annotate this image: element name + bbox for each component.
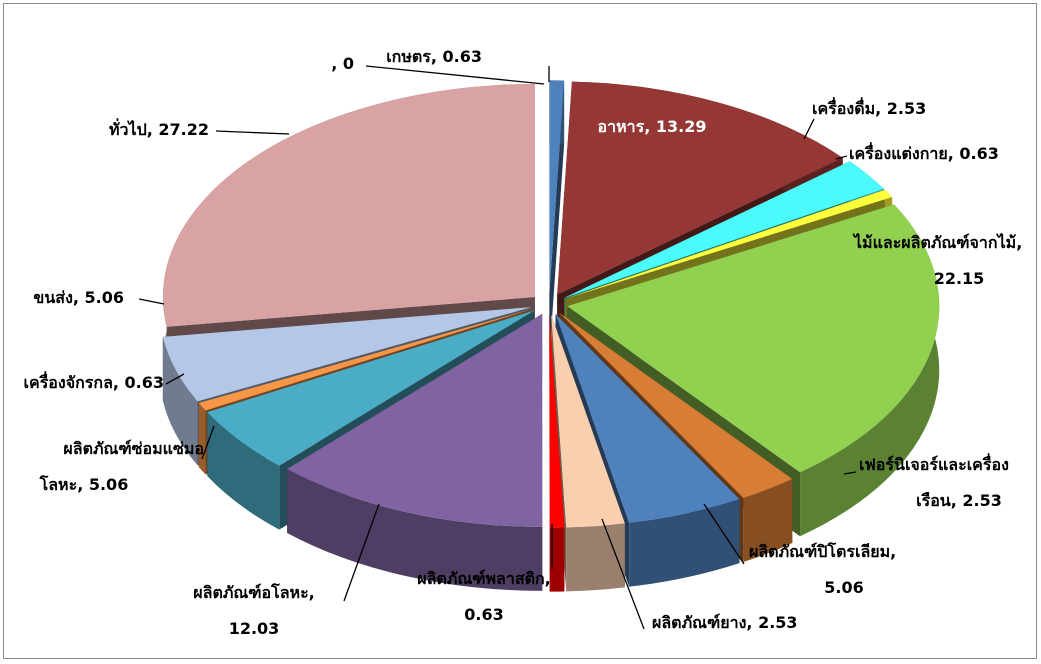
data-label-line: 22.15 [934,269,985,288]
data-label-9: ผลิตภัณฑ์อโลหะ, 12.03 [193,582,314,638]
data-label-8: ผลิตภัณฑ์พลาสติก, 0.63 [417,569,551,624]
data-label-2: เครื่องดื่ม, 2.53 [812,97,926,118]
data-label-line: 12.03 [229,619,280,638]
leader-line-7 [601,518,645,630]
slice-top-4 [567,204,940,473]
leader-lines-layer [138,65,857,630]
slice-top-5 [559,312,793,498]
data-label-line: เครื่องแต่งกาย, 0.63 [849,142,999,163]
data-label-line: ไม้และผลิตภัณฑ์จากไม้, [852,233,1022,252]
slice-top-0 [549,80,565,294]
leader-line-11 [165,373,185,385]
data-label-line: เครื่องดื่ม, 2.53 [812,97,926,118]
data-label-line: เฟอร์นิเจอร์และเครื่อง [859,453,1009,474]
leader-line-3 [835,155,848,160]
slice-top-3 [565,189,893,299]
slice-top-6 [555,313,740,523]
data-label-line: ขนส่ง, 5.06 [33,288,124,307]
data-label-line: ผลิตภัณฑ์ยาง, 2.53 [652,613,798,632]
leader-line-6 [703,503,745,565]
slice-8 [549,314,565,592]
slice-9 [287,313,543,591]
slice-0 [549,80,565,358]
leader-line-2 [803,118,815,140]
data-label-line: 5.06 [824,578,863,597]
leader-line-9 [343,503,380,602]
slice-top-13 [162,84,535,327]
data-label-6: ผลิตภัณฑ์ปิโตรเลียม, 5.06 [749,541,896,597]
slice-top-7 [551,314,625,528]
data-label-3: เครื่องแต่งกาย, 0.63 [849,142,999,163]
pie-chart: เกษตร, 0.63 อาหาร, 13.29 เครื่องดื่ม, 2.53… [24,47,1023,638]
data-label-10: ผลิตภัณฑ์ซ่อมแซ่มอโลหะ, 5.06 [39,439,204,494]
data-label-line: เรือน, 2.53 [916,491,1002,510]
data-label-line: ผลิตภัณฑ์พลาสติก, [417,569,551,588]
data-label-line: โลหะ, 5.06 [39,474,129,494]
slice-top-10 [207,310,535,466]
data-label-line: 0.63 [464,605,503,624]
data-label-11: เครื่องจักรกล, 0.63 [24,371,164,392]
data-label-line: ทั่วไป, 27.22 [109,118,209,139]
data-label-line: , 0 [331,54,354,73]
data-labels-layer: เกษตร, 0.63 อาหาร, 13.29 เครื่องดื่ม, 2.53… [24,47,1023,638]
data-label-7: ผลิตภัณฑ์ยาง, 2.53 [652,613,798,632]
data-label-12: ขนส่ง, 5.06 [33,288,124,307]
leader-line-13 [215,130,290,135]
data-label-4: ไม้และผลิตภัณฑ์จากไม้, 22.15 [852,233,1022,288]
data-label-13: ทั่วไป, 27.22 [109,118,209,139]
data-label-line: ผลิตภัณฑ์ซ่อมแซ่มอ [63,439,204,458]
slice-top-12 [162,307,532,402]
data-label-line: เกษตร, 0.63 [386,47,482,66]
data-label-line: ผลิตภัณฑ์ปิโตรเลียม, [749,541,896,561]
slices-layer [162,80,940,592]
leader-line-12 [138,298,165,305]
leader-line-14 [365,65,545,85]
data-label-5: เฟอร์นิเจอร์และเครื่องเรือน, 2.53 [859,453,1009,510]
slice-top-11 [198,308,533,411]
slice-top-1 [557,81,843,295]
slice-top-9 [287,313,543,527]
data-label-14: , 0 [331,54,354,73]
leader-line-10 [201,425,215,460]
data-label-1: อาหาร, 13.29 [598,117,707,136]
chart-area: เกษตร, 0.63 อาหาร, 13.29 เครื่องดื่ม, 2.53… [3,3,1037,659]
data-label-0: เกษตร, 0.63 [386,47,482,66]
leader-line-5 [843,471,857,475]
data-label-line: เครื่องจักรกล, 0.63 [24,371,164,392]
data-label-line: ผลิตภัณฑ์อโลหะ, [193,582,314,602]
data-label-line: อาหาร, 13.29 [598,117,707,136]
slice-top-2 [564,161,884,298]
slice-top-8 [549,314,565,528]
